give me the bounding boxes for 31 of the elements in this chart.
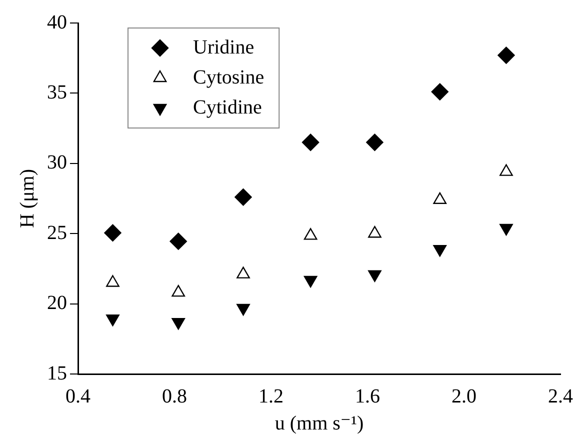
point: [431, 83, 448, 100]
y-tick-label: 20: [47, 292, 67, 314]
point: [236, 266, 250, 278]
point: [500, 164, 513, 176]
point: [234, 188, 252, 206]
y-tick-label: 25: [47, 222, 67, 244]
y-tick-label: 30: [47, 152, 67, 174]
point: [104, 224, 122, 242]
point: [433, 192, 447, 204]
legend-label: Uridine: [193, 36, 254, 58]
legend-label: Cytidine: [193, 96, 262, 118]
x-tick-label: 0.8: [162, 385, 187, 408]
point: [302, 134, 320, 151]
y-tick-label: 35: [47, 81, 67, 104]
x-tick-label: 1.6: [355, 385, 380, 408]
y-tick-label: 15: [47, 362, 67, 384]
y-axis-title: H (μm): [16, 168, 38, 228]
x-tick-label: 2.0: [452, 385, 476, 408]
point: [498, 46, 515, 64]
x-axis-title: u (mm s⁻¹): [274, 412, 364, 434]
point: [366, 134, 384, 151]
y-tick-label: 40: [47, 11, 67, 34]
point: [368, 226, 382, 238]
x-tick-label: 0.4: [66, 385, 90, 408]
point: [172, 284, 186, 297]
point: [106, 275, 120, 287]
point: [170, 232, 187, 250]
x-tick-label: 2.4: [548, 385, 573, 408]
x-tick-label: 1.2: [258, 385, 284, 408]
point: [304, 228, 318, 240]
legend-label: Cytosine: [193, 66, 264, 88]
